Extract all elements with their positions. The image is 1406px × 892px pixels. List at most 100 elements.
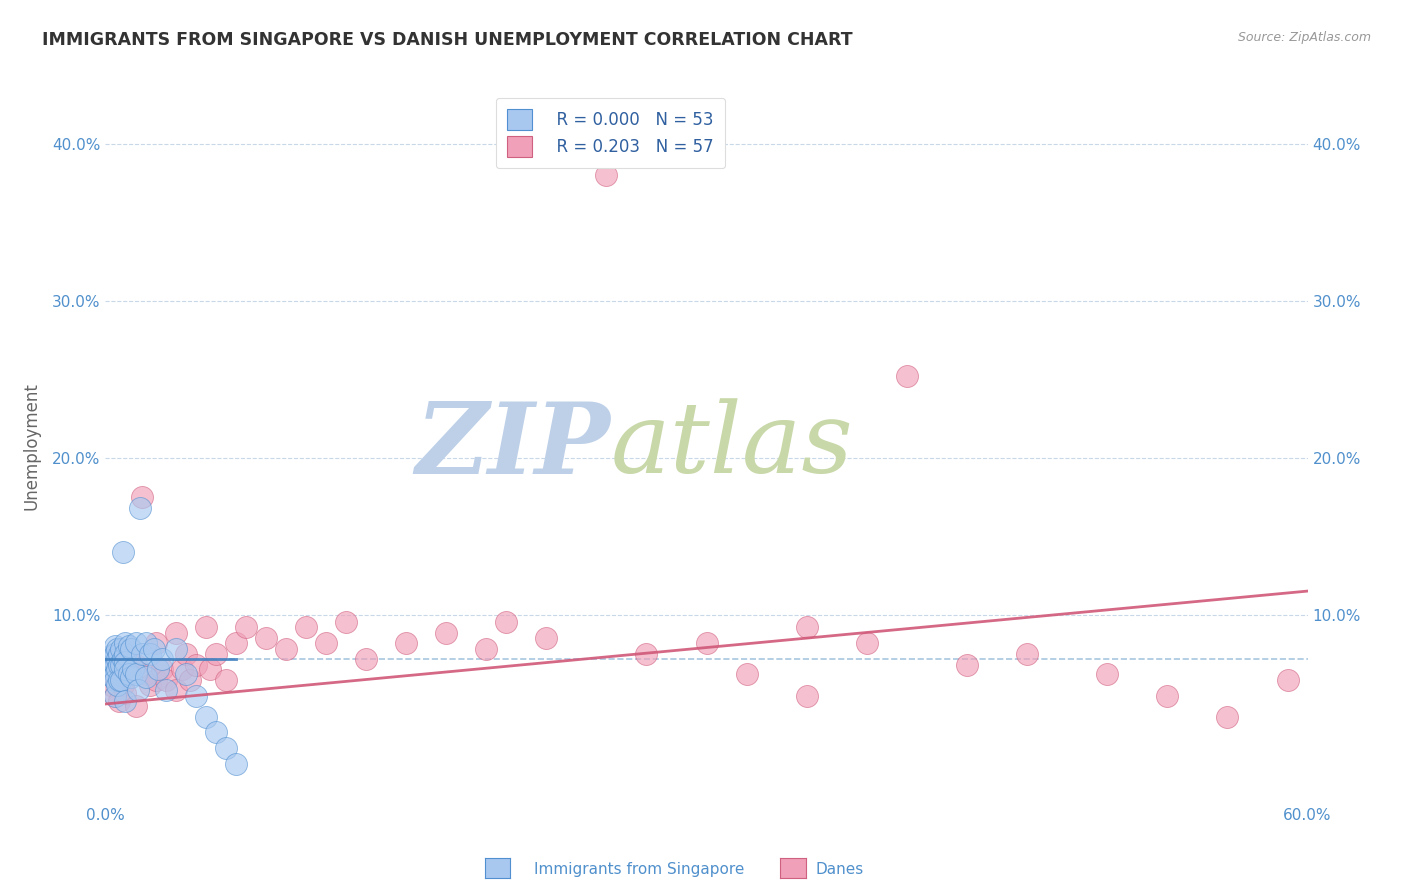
Point [315,636,337,650]
Point [114,663,136,677]
Point [696,636,718,650]
Point [114,636,136,650]
Point [131,490,153,504]
Point [121,670,143,684]
Point [170,663,193,677]
Point [107,673,129,688]
Point [475,642,498,657]
Point [179,673,201,688]
Point [135,670,157,684]
Point [204,725,226,739]
Point [1216,709,1239,723]
Point [174,647,197,661]
Point [108,673,131,688]
Point [956,657,979,672]
Point [145,636,167,650]
Point [735,667,758,681]
Point [127,682,149,697]
Point [165,642,187,657]
Point [118,651,141,665]
Point [225,636,247,650]
Point [114,694,136,708]
Point [124,636,146,650]
Point [103,670,125,684]
Point [108,647,131,661]
Point [107,663,129,677]
Text: Immigrants from Singapore: Immigrants from Singapore [534,863,745,877]
Point [138,678,160,692]
Point [796,689,818,703]
Point [114,686,136,700]
Point [150,663,173,677]
Point [204,647,226,661]
Point [235,620,257,634]
Point [104,689,127,703]
Point [124,657,146,672]
Point [100,678,122,692]
Point [174,667,197,681]
Text: ZIP: ZIP [415,398,610,494]
Point [103,651,125,665]
Point [104,657,127,672]
Point [104,673,127,688]
Point [118,667,141,681]
Point [1156,689,1178,703]
Point [135,636,157,650]
Point [155,673,177,688]
Point [114,647,136,661]
Point [142,642,165,657]
Point [98,655,121,669]
Point [107,678,129,692]
Point [274,642,297,657]
Point [595,169,617,183]
Text: atlas: atlas [610,399,853,493]
Point [896,369,918,384]
Point [124,667,146,681]
Point [104,647,127,661]
Point [121,642,143,657]
Point [150,651,173,665]
Point [214,740,236,755]
Point [395,636,418,650]
Point [434,626,457,640]
Point [104,667,127,681]
Point [254,631,277,645]
Point [335,615,357,630]
Point [124,698,146,713]
Text: IMMIGRANTS FROM SINGAPORE VS DANISH UNEMPLOYMENT CORRELATION CHART: IMMIGRANTS FROM SINGAPORE VS DANISH UNEM… [42,31,853,49]
Point [295,620,318,634]
Point [110,642,132,657]
Point [495,615,517,630]
Point [104,655,127,669]
Point [122,663,145,677]
Point [128,500,150,515]
Point [796,620,818,634]
Point [112,678,135,692]
Point [100,663,122,677]
Point [103,670,125,684]
Point [155,682,177,697]
Point [108,694,131,708]
Point [184,689,207,703]
Point [354,651,377,665]
Point [534,631,557,645]
Point [98,663,121,677]
Point [108,657,131,672]
Point [165,626,187,640]
Text: Source: ZipAtlas.com: Source: ZipAtlas.com [1237,31,1371,45]
Y-axis label: Unemployment: Unemployment [22,382,41,510]
Point [194,620,217,634]
Point [214,673,236,688]
Point [107,642,129,657]
Point [110,657,132,672]
Point [636,647,658,661]
Point [1277,673,1299,688]
Point [146,663,169,677]
Point [107,651,129,665]
Point [225,756,247,771]
Point [1017,647,1039,661]
Point [103,647,125,661]
Point [118,639,141,653]
Point [165,682,187,697]
Point [138,647,160,661]
